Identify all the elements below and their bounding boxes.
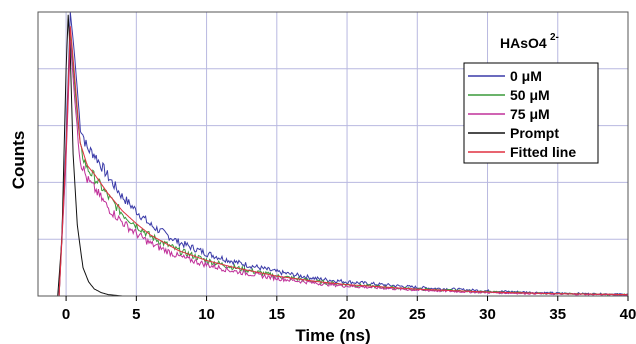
series-line-fitted-line (58, 26, 628, 297)
x-tick-label: 40 (620, 306, 636, 323)
x-tick-label: 0 (62, 306, 70, 323)
x-tick-label: 15 (268, 306, 285, 323)
legend-title: HAsO4 (500, 35, 547, 51)
legend-title-superscript: 2- (550, 32, 559, 43)
x-tick-label: 20 (339, 306, 356, 323)
legend-label-prompt: Prompt (510, 125, 559, 141)
legend-box (463, 62, 599, 164)
plot-frame (37, 11, 629, 297)
legend-label-fitted-line: Fitted line (510, 144, 576, 160)
legend-items: 0 μM 50 μM 75 μM Prompt Fitted line (468, 68, 576, 160)
x-tick-label: 25 (409, 306, 426, 323)
x-tick-label: 30 (479, 306, 496, 323)
x-tick-label: 10 (198, 306, 215, 323)
x-ticks: 0 5 10 15 20 25 30 35 40 (62, 296, 636, 323)
legend-label-50-m: 50 μM (510, 87, 550, 103)
legend: HAsO4 2- 0 μM 50 μM 75 μM Prompt Fitted line (463, 32, 599, 164)
x-tick-label: 35 (549, 306, 566, 323)
legend-label-0-m: 0 μM (510, 68, 542, 84)
x-tick-label: 5 (132, 306, 140, 323)
y-axis-title: Counts (9, 131, 28, 190)
x-axis-title: Time (ns) (295, 326, 370, 344)
legend-label-75-m: 75 μM (510, 106, 550, 122)
